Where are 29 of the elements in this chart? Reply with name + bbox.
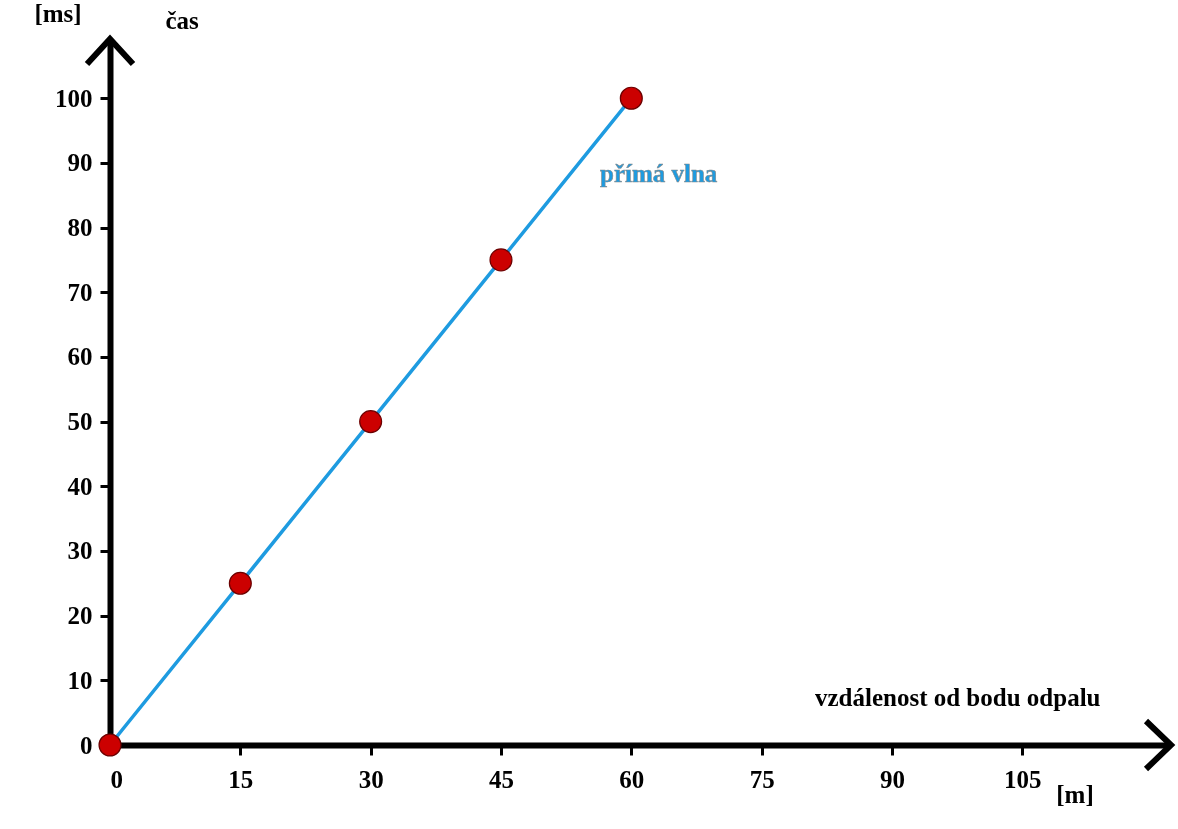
x-tick-label: 45 [488,765,514,793]
y-tick-label: 90 [67,149,93,177]
y-tick-label: 40 [67,472,93,500]
x-axis-title: vzdálenost od bodu odpalu [814,683,1101,711]
y-tick-label: 100 [55,84,93,112]
point [489,248,513,272]
y-tick-label: 60 [67,343,93,371]
y-tick-label: 70 [67,278,93,306]
x-tick-label: 105 [1004,765,1042,793]
y-tick-label: 80 [67,214,93,242]
x-tick-label: 30 [358,765,384,793]
y-tick-label: 10 [67,666,93,694]
text: [ms] [34,0,82,27]
y-tick-label: 20 [67,602,93,630]
y-tick-label: 0 [80,731,93,759]
x-tick-label: 0 [110,765,123,793]
x-tick-label: 75 [749,765,775,793]
point [359,410,383,434]
point [228,571,252,595]
x-tick-label: 60 [619,765,645,793]
x-tick-label: 90 [879,765,905,793]
series-label: přímá vlna [600,160,718,187]
y-tick-label: 30 [67,537,93,565]
x-tick-label: 15 [228,765,254,793]
text: [m] [1056,781,1094,808]
y-axis-title: čas [165,6,200,34]
point [98,733,122,757]
y-tick-label: 50 [67,408,93,436]
point [619,86,643,110]
